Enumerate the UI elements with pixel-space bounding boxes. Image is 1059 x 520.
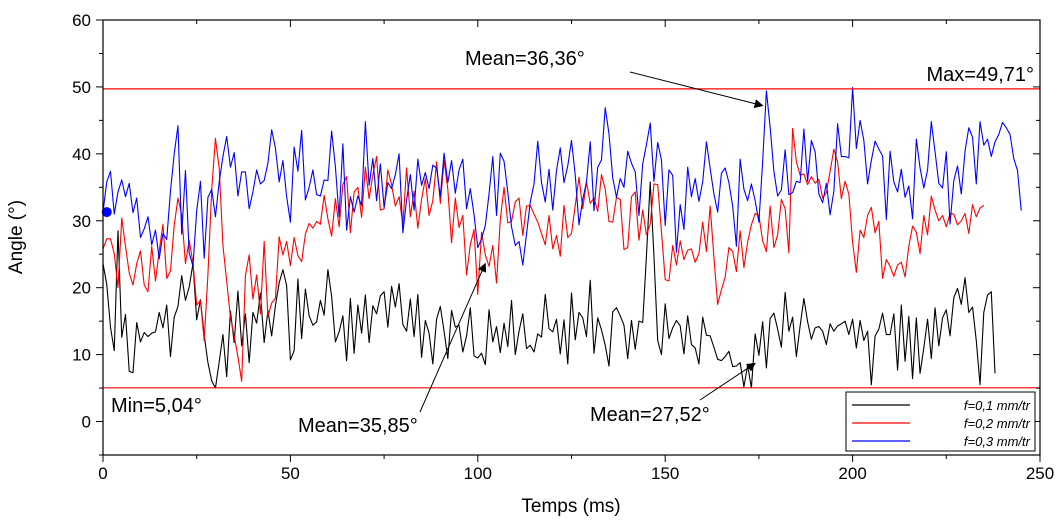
series-marker	[101, 207, 112, 218]
series-line-1	[102, 181, 996, 389]
annotation-label-3: Mean=27,52°	[590, 404, 710, 426]
x-tick-label: 150	[651, 464, 679, 483]
y-tick-label: 60	[72, 11, 91, 30]
reference-lines: Max=49,71° Min=5,04°	[103, 64, 1040, 417]
legend-entries: f=0,1 mm/tr f=0,2 mm/tr f=0,3 mm/tr	[852, 398, 1031, 449]
x-axis-title: Temps (ms)	[521, 496, 620, 517]
x-tick-label: 100	[464, 464, 492, 483]
annotation-arrow-2	[419, 262, 487, 413]
y-tick-label: 40	[72, 145, 91, 164]
x-tick-label: 200	[838, 464, 866, 483]
annotation-label-2: Mean=35,85°	[298, 415, 418, 437]
legend-label-2: f=0,2 mm/tr	[964, 416, 1031, 431]
y-tick-label: 20	[72, 279, 91, 298]
annotations: Mean=36,36° Mean=35,85° Mean=27,52°	[298, 48, 764, 437]
axis-ticks: 0 50 100 150 200 250 0 10 20 30 40 50 60	[72, 11, 1054, 483]
series-line-3	[102, 87, 1022, 267]
annotation-label-1: Mean=36,36°	[465, 48, 585, 70]
annotation-arrow-1	[629, 71, 764, 109]
series-layer	[101, 87, 1022, 389]
y-tick-label: 50	[72, 78, 91, 97]
y-tick-label: 30	[72, 212, 91, 231]
legend-label-1: f=0,1 mm/tr	[964, 398, 1031, 413]
x-tick-label: 0	[98, 464, 107, 483]
plot-area	[103, 20, 1040, 455]
legend: f=0,1 mm/tr f=0,2 mm/tr f=0,3 mm/tr	[845, 391, 1036, 452]
y-tick-label: 0	[82, 413, 91, 432]
annotation-arrow-3	[699, 362, 756, 401]
y-tick-label: 10	[72, 346, 91, 365]
legend-label-3: f=0,3 mm/tr	[964, 434, 1031, 449]
reference-label-min: Min=5,04°	[111, 395, 202, 417]
series-line-2	[102, 127, 985, 382]
x-tick-label: 50	[281, 464, 300, 483]
y-axis-title: Angle (°)	[6, 200, 27, 274]
x-tick-label: 250	[1026, 464, 1054, 483]
reference-label-max: Max=49,71°	[926, 64, 1034, 86]
